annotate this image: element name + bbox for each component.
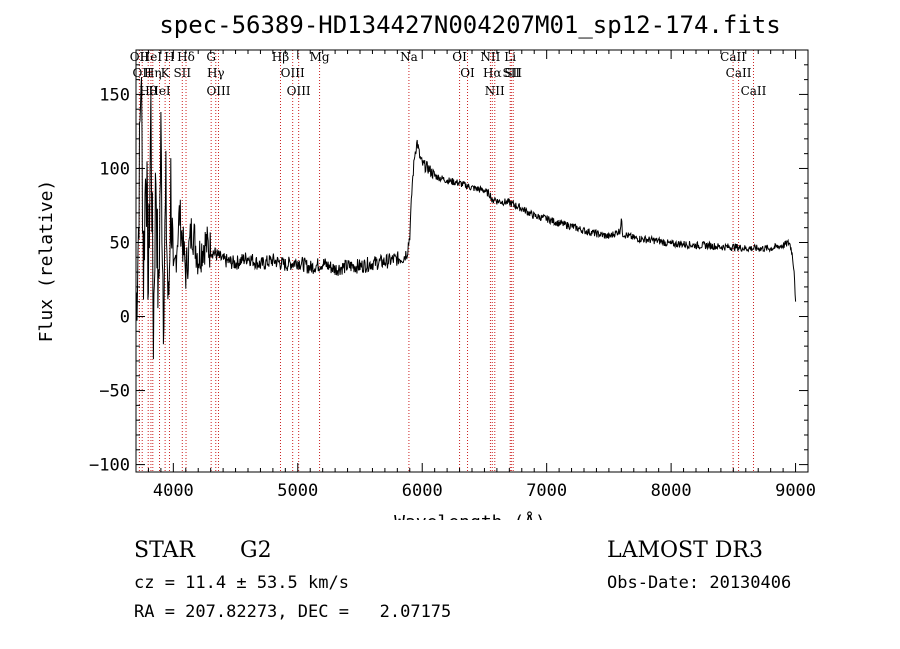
x-tick-labels: 4000 5000 6000 7000 8000 9000 (153, 481, 816, 501)
x-tick-label: 5000 (277, 481, 318, 501)
y-axis-label: Flux (relative) (36, 180, 57, 343)
line-label: HeI (140, 50, 163, 64)
line-label: NII (480, 50, 500, 64)
survey-name: LAMOST DR3 (607, 538, 763, 563)
axis-ticks (136, 50, 808, 472)
y-tick-label: −50 (99, 382, 130, 402)
line-label: CaII (726, 66, 752, 80)
line-label: OIII (206, 84, 230, 98)
line-label: H (164, 50, 174, 64)
spectrum-line (135, 77, 797, 360)
line-label: NII (485, 84, 505, 98)
line-label: OI (460, 66, 475, 80)
y-tick-label: 50 (110, 233, 130, 253)
spectrum-chart: spec-56389-HD134427N004207M01_sp12-174.f… (36, 11, 816, 520)
line-label: OII (130, 50, 150, 64)
chart-title: spec-56389-HD134427N004207M01_sp12-174.f… (159, 11, 780, 39)
y-tick-label: 150 (99, 85, 130, 105)
object-class: STAR (134, 538, 195, 563)
line-label: Mg (310, 50, 330, 64)
line-label: Hα (483, 66, 502, 80)
x-tick-label: 9000 (775, 481, 816, 501)
line-label: OI (452, 50, 467, 64)
object-subclass: G2 (240, 538, 272, 563)
line-markers (138, 50, 754, 472)
line-label: Hδ (177, 50, 195, 64)
line-label: CaII (720, 50, 746, 64)
obs-date: Obs-Date: 20130406 (607, 573, 792, 593)
line-label: K (161, 66, 171, 80)
line-label: Hη (144, 66, 162, 80)
line-label: Li (504, 50, 516, 64)
x-tick-label: 6000 (402, 481, 443, 501)
line-label: SII (504, 66, 522, 80)
ra-dec: RA = 207.82273, DEC = 2.07175 (134, 602, 452, 622)
y-tick-labels: −100 −50 0 50 100 150 (89, 85, 130, 475)
x-axis-label: Wavelength (Å) (394, 511, 546, 520)
line-label: G (206, 50, 216, 64)
line-label: SII (502, 66, 520, 80)
line-label: Hγ (207, 66, 225, 80)
y-tick-label: −100 (89, 456, 130, 476)
plot-frame (135, 49, 809, 473)
line-label: OIII (287, 84, 311, 98)
x-tick-label: 8000 (651, 481, 692, 501)
y-tick-label: 100 (99, 159, 130, 179)
line-label: OIII (281, 66, 305, 80)
line-label: OII (133, 66, 153, 80)
line-label: CaII (741, 84, 767, 98)
line-label: SII (173, 66, 191, 80)
line-label: HeI (148, 84, 171, 98)
y-tick-label: 0 (120, 308, 130, 328)
x-tick-label: 4000 (153, 481, 194, 501)
cz-velocity: cz = 11.4 ± 53.5 km/s (134, 573, 349, 593)
line-label: Na (400, 50, 418, 64)
x-tick-label: 7000 (526, 481, 567, 501)
line-label: Hβ (272, 50, 289, 64)
